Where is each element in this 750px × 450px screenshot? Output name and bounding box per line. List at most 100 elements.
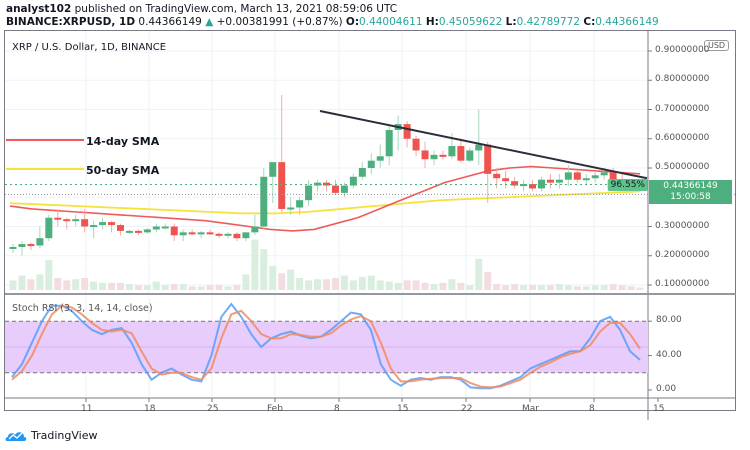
price-axis-label: 0.30000000 — [655, 220, 710, 231]
candle-body — [475, 144, 483, 151]
candle-body — [251, 226, 259, 233]
volume-bar — [305, 280, 313, 290]
candle-body — [349, 176, 357, 186]
candle-body — [529, 184, 537, 189]
candle-body — [99, 222, 107, 226]
candle-body — [403, 124, 411, 139]
symbol: BINANCE:XRPUSD, 1D — [6, 16, 136, 28]
open-value: 0.44004611 — [359, 16, 423, 28]
publish-info: analyst102 published on TradingView.com,… — [6, 3, 397, 15]
candle-body — [260, 176, 268, 227]
volume-bar — [466, 285, 474, 290]
candle-body — [27, 244, 35, 247]
price-axis-label: 0.60000000 — [655, 132, 710, 143]
candle-body — [233, 233, 241, 239]
candle-body — [215, 233, 223, 236]
volume-bar — [170, 284, 178, 290]
sma14-line — [9, 165, 641, 232]
up-arrow-icon: ▲ — [205, 16, 214, 28]
volume-bar — [63, 280, 71, 290]
volume-bar — [99, 282, 107, 290]
candle-body — [188, 232, 196, 235]
candle-body — [564, 172, 572, 180]
time-axis-label: 18 — [144, 404, 156, 414]
time-axis-label: 8 — [334, 404, 340, 414]
rsi-axis-label: 80.00 — [656, 315, 682, 326]
candle-body — [466, 150, 474, 161]
candle-body — [376, 156, 384, 161]
volume-bar — [45, 260, 53, 290]
candle-body — [484, 144, 492, 174]
volume-bar — [152, 281, 160, 290]
time-axis-label: 22 — [461, 404, 473, 414]
brand-name: TradingView — [31, 428, 98, 442]
volume-bar — [314, 279, 322, 290]
volume-bar — [502, 285, 510, 290]
volume-bar — [385, 281, 393, 290]
price-axis-label: 0.80000000 — [655, 74, 710, 85]
candle-body — [206, 232, 214, 235]
volume-bar — [36, 274, 44, 290]
candle-body — [412, 138, 420, 151]
candle-body — [170, 226, 178, 236]
candle-body — [296, 200, 304, 208]
candle-body — [197, 232, 205, 235]
candle-body — [511, 181, 519, 186]
volume-bar — [600, 285, 608, 290]
volume-bar — [421, 282, 429, 290]
volume-bar — [582, 286, 590, 290]
volume-bar — [134, 285, 142, 290]
change: +0.00381991 (+0.87%) — [216, 16, 343, 28]
high-value: 0.45059622 — [438, 16, 503, 28]
volume-bar — [403, 280, 411, 290]
candle-body — [125, 230, 133, 233]
candle-body — [609, 172, 617, 180]
volume-bar — [287, 269, 295, 290]
candle-body — [18, 244, 26, 247]
candle-body — [502, 178, 510, 182]
candle-body — [45, 217, 53, 239]
volume-bar — [72, 279, 80, 290]
tradingview-logo[interactable]: TradingView — [5, 428, 97, 442]
candle-body — [278, 162, 286, 209]
price-axis-label: 0.20000000 — [655, 249, 710, 260]
last-price-tag: 0.44366149 15:00:58 — [649, 180, 732, 204]
stoch-d-line — [11, 304, 641, 389]
candle-body — [287, 207, 295, 210]
candle-body — [152, 226, 160, 230]
candle-body — [161, 226, 169, 229]
candle-body — [573, 172, 581, 180]
rsi-axis-label: 0.00 — [656, 384, 677, 394]
price-axis-label: 0.50000000 — [655, 162, 710, 172]
candle-body — [314, 182, 322, 186]
rsi-axis-label: 40.00 — [656, 349, 682, 360]
volume-bar — [340, 275, 348, 290]
time-axis-label: 11 — [81, 404, 93, 414]
volume-bar — [9, 280, 17, 290]
candle-body — [9, 246, 17, 249]
candle-body — [54, 217, 62, 220]
candle-body — [591, 175, 599, 179]
candle-body — [448, 146, 456, 157]
candle-body — [457, 146, 465, 161]
volume-bar — [573, 286, 581, 290]
candle-body — [269, 162, 277, 177]
volume-bar — [242, 274, 250, 290]
candle-body — [224, 233, 232, 236]
volume-bar — [296, 278, 304, 290]
candle-body — [385, 129, 393, 157]
legend-sma14: 14-day SMA — [86, 135, 160, 148]
volume-bar — [439, 282, 447, 290]
tradingview-cloud-icon — [5, 432, 27, 441]
price-axis-label: 0.90000000 — [655, 45, 710, 55]
volume-bar — [484, 272, 492, 290]
candle-body — [116, 225, 124, 231]
volume-bar — [269, 266, 277, 290]
time-axis-label: 15 — [653, 404, 665, 414]
candle-body — [367, 160, 375, 168]
currency-badge[interactable]: USD — [704, 40, 730, 51]
candle-body — [63, 219, 71, 222]
volume-bar — [511, 284, 519, 290]
candle-body — [81, 219, 89, 227]
